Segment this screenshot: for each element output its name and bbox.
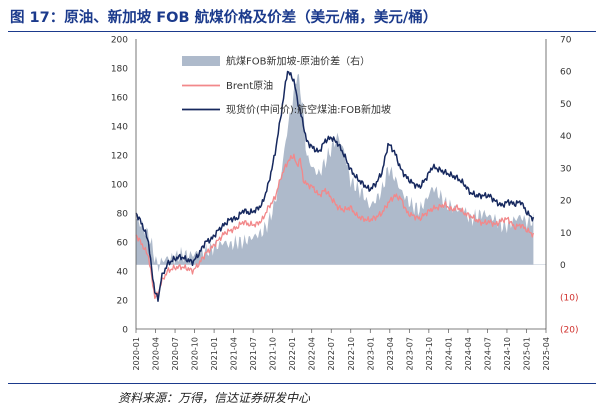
x-tick-label: 2023-10: [425, 337, 434, 370]
x-tick-label: 2024-01: [444, 337, 453, 370]
x-tick-label: 2020-10: [191, 337, 200, 370]
source-note: 资料来源：万得，信达证券研发中心: [118, 391, 311, 405]
brent-line: [135, 153, 535, 300]
x-tick-label: 2024-07: [483, 337, 492, 370]
left-tick-label: 0: [122, 326, 128, 336]
footer-divider: [8, 383, 596, 384]
left-tick-label: 180: [111, 65, 128, 75]
line-series: [135, 70, 535, 302]
x-tick-label: 2025-04: [542, 337, 551, 370]
right-tick-label: 20: [560, 197, 572, 207]
left-tick-label: 140: [111, 123, 128, 133]
left-tick-label: 120: [111, 152, 128, 162]
x-tick-label: 2022-07: [327, 337, 336, 370]
right-tick-label: 30: [560, 164, 572, 174]
x-tick-label: 2023-01: [366, 337, 375, 370]
x-tick-label: 2021-04: [230, 337, 239, 370]
right-tick-label: 40: [560, 132, 572, 142]
x-tick-label: 2020-04: [152, 337, 161, 370]
x-tick-label: 2022-10: [347, 337, 356, 370]
left-tick-label: 60: [117, 239, 129, 249]
x-tick-label: 2021-01: [210, 337, 219, 370]
left-tick-label: 80: [117, 210, 129, 220]
x-tick-label: 2023-04: [386, 337, 395, 370]
x-tick-label: 2025-01: [522, 337, 531, 370]
legend-label-brent: Brent原油: [226, 79, 273, 92]
x-tick-label: 2020-01: [132, 337, 141, 370]
left-tick-label: 200: [111, 36, 128, 46]
right-axis: (20) (10) 0 10 20 30 40 50 60 70: [560, 36, 578, 336]
legend-label-jet-fuel: 现货价(中间价):航空煤油:FOB新加坡: [226, 103, 391, 116]
right-tick-label: 50: [560, 100, 572, 110]
title-divider: [8, 31, 596, 32]
right-tick-label: (20): [560, 326, 578, 336]
plot-frame: [135, 39, 547, 330]
x-tick-label: 2022-04: [308, 337, 317, 370]
x-tick-label: 2021-07: [249, 337, 258, 370]
left-tick-label: 160: [111, 94, 128, 104]
right-tick-label: 70: [560, 36, 572, 46]
jet-fuel-line: [135, 70, 535, 302]
x-axis: 2020-01 2020-04 2020-07 2020-10 2021-01 2021-…: [132, 329, 551, 370]
right-tick-label: 0: [560, 261, 566, 271]
chart-title: 图 17：原油、新加坡 FOB 航煤价格及价差（美元/桶，美元/桶）: [10, 10, 438, 26]
left-axis: 0 20 40 60 80 100 120 140 160 180 200: [111, 36, 128, 336]
right-tick-label: 60: [560, 68, 572, 78]
x-tick-label: 2024-10: [503, 337, 512, 370]
x-tick-label: 2022-01: [288, 337, 297, 370]
left-tick-label: 40: [117, 268, 129, 278]
x-tick-label: 2021-10: [269, 337, 278, 370]
spread-area: [136, 73, 534, 273]
x-tick-label: 2020-07: [171, 337, 180, 370]
left-tick-label: 20: [117, 297, 129, 307]
left-tick-label: 100: [111, 181, 128, 191]
legend-swatch-spread: [182, 56, 220, 66]
legend-label-spread: 航煤FOB新加坡-原油价差（右）: [226, 55, 370, 68]
spread-area-path: [136, 73, 534, 273]
right-tick-label: 10: [560, 229, 572, 239]
x-tick-label: 2024-04: [464, 337, 473, 370]
right-tick-label: (10): [560, 293, 578, 303]
legend: 航煤FOB新加坡-原油价差（右） Brent原油现货价(中间价):航空煤油:FOB…: [182, 55, 391, 116]
x-tick-label: 2023-07: [405, 337, 414, 370]
